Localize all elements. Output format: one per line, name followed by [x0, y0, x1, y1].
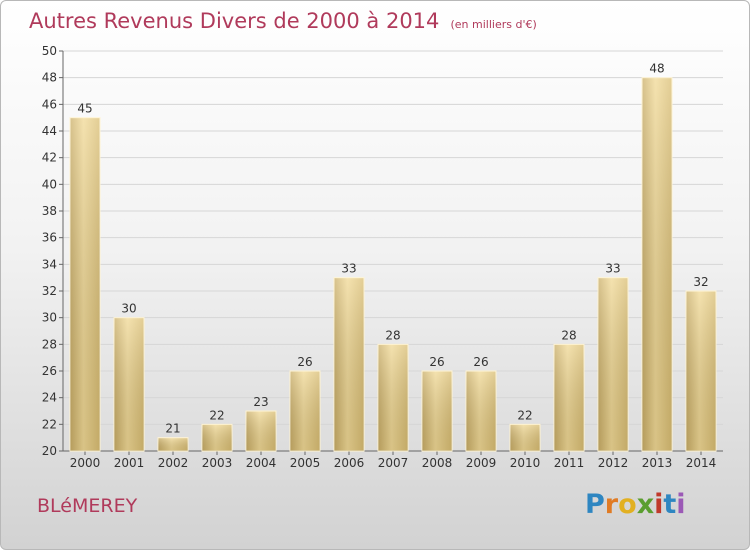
y-tick-label: 34	[42, 257, 57, 271]
bar-shade	[422, 371, 452, 451]
logo-letter: P	[585, 489, 605, 520]
data-label: 22	[517, 408, 532, 422]
data-label: 28	[385, 328, 400, 342]
x-tick-label: 2009	[466, 456, 497, 470]
y-tick-label: 50	[42, 44, 57, 58]
x-tick-label: 2002	[158, 456, 189, 470]
bar-shade	[334, 277, 364, 451]
bars	[69, 77, 717, 452]
data-label: 33	[341, 262, 356, 276]
bar-shade	[598, 277, 628, 451]
x-tick-label: 2000	[70, 456, 101, 470]
x-tick-label: 2001	[114, 456, 145, 470]
y-tick-label: 30	[42, 311, 57, 325]
x-tick-label: 2007	[378, 456, 409, 470]
bar-shade	[510, 424, 540, 451]
chart-title: Autres Revenus Divers de 2000 à 2014 (en…	[29, 9, 537, 33]
y-tick-label: 24	[42, 391, 57, 405]
x-tick-label: 2006	[334, 456, 365, 470]
x-tick-label: 2008	[422, 456, 453, 470]
y-tick-label: 46	[42, 97, 57, 111]
data-label: 32	[693, 275, 708, 289]
x-tick-label: 2013	[642, 456, 673, 470]
logo-letter: i	[654, 489, 664, 520]
logo-letter: i	[676, 489, 686, 520]
data-label: 26	[297, 355, 312, 369]
labels: 20 22 24 26 28 30 32 34 36 38 40 42 44 46 48 50 45 2000 30…	[42, 44, 717, 470]
y-tick-label: 22	[42, 417, 57, 431]
data-label: 26	[473, 355, 488, 369]
x-tick-label: 2011	[554, 456, 585, 470]
logo-letter: o	[618, 489, 637, 520]
proxiti-logo: Proxiti	[585, 489, 686, 520]
bar-shade	[158, 437, 188, 451]
bar-shade	[554, 344, 584, 451]
logo-letter: t	[663, 489, 677, 520]
data-label: 26	[429, 355, 444, 369]
y-tick-label: 32	[42, 284, 57, 298]
y-tick-label: 20	[42, 444, 57, 458]
title-main: Autres Revenus Divers de 2000 à 2014	[29, 9, 440, 33]
data-label: 48	[649, 62, 664, 76]
logo-letter: r	[604, 489, 619, 520]
bar-shade	[70, 117, 100, 452]
town-name: BLéMEREY	[37, 495, 138, 517]
data-label: 45	[77, 102, 92, 116]
data-label: 28	[561, 328, 576, 342]
data-label: 21	[165, 422, 180, 436]
x-tick-label: 2010	[510, 456, 541, 470]
bar-shade	[642, 77, 672, 452]
data-label: 33	[605, 262, 620, 276]
x-tick-label: 2014	[686, 456, 717, 470]
y-tick-label: 38	[42, 204, 57, 218]
data-label: 30	[121, 302, 136, 316]
bar-shade	[290, 371, 320, 451]
bar-shade	[466, 371, 496, 451]
y-tick-label: 40	[42, 177, 57, 191]
data-label: 22	[209, 408, 224, 422]
x-tick-label: 2003	[202, 456, 233, 470]
data-label: 23	[253, 395, 268, 409]
y-tick-label: 36	[42, 231, 57, 245]
y-tick-label: 48	[42, 71, 57, 85]
y-tick-label: 26	[42, 364, 57, 378]
logo-letter: x	[636, 489, 655, 520]
x-tick-label: 2012	[598, 456, 629, 470]
bar-shade	[378, 344, 408, 451]
bar-shade	[202, 424, 232, 451]
bar-shade	[114, 317, 144, 451]
x-tick-label: 2005	[290, 456, 321, 470]
bar-shade	[686, 291, 716, 451]
bar-shade	[246, 411, 276, 451]
y-tick-label: 28	[42, 337, 57, 351]
y-tick-label: 42	[42, 151, 57, 165]
title-unit: (en milliers d'€)	[450, 18, 537, 31]
y-tick-label: 44	[42, 124, 57, 138]
x-tick-label: 2004	[246, 456, 277, 470]
